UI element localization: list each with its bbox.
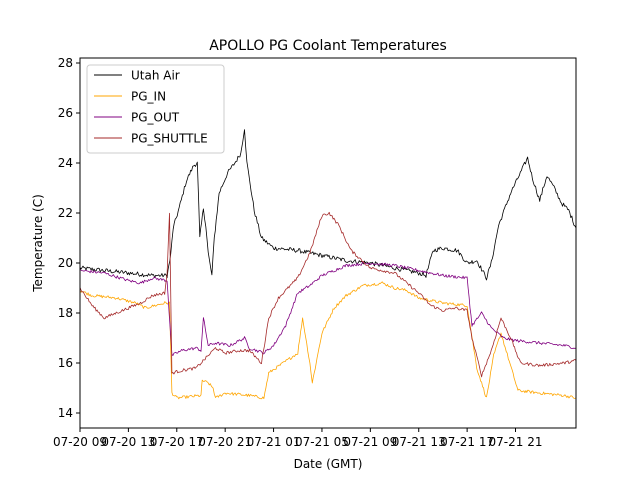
- y-tick-label: 18: [58, 306, 73, 320]
- y-axis: 14 16 18 20 22 24 26 28: [58, 56, 80, 420]
- chart-title: APOLLO PG Coolant Temperatures: [209, 38, 447, 54]
- series-line-1: [80, 281, 576, 400]
- legend-label: PG_SHUTTLE: [131, 132, 208, 146]
- x-tick-label: 07-20 09: [53, 435, 107, 449]
- x-tick-label: 07-20 17: [150, 435, 204, 449]
- legend-label: Utah Air: [131, 69, 180, 83]
- y-tick-label: 24: [58, 156, 73, 170]
- series-line-2: [80, 262, 576, 356]
- y-tick-label: 16: [58, 356, 73, 370]
- y-tick-label: 28: [58, 56, 73, 70]
- y-tick-label: 26: [58, 106, 73, 120]
- x-tick-label: 07-21 13: [392, 435, 446, 449]
- legend-label: PG_OUT: [131, 111, 180, 125]
- y-tick-label: 22: [58, 206, 73, 220]
- x-tick-label: 07-20 13: [101, 435, 155, 449]
- x-tick-label: 07-20 21: [198, 435, 252, 449]
- x-tick-label: 07-21 01: [247, 435, 301, 449]
- y-axis-title: Temperature (C): [31, 194, 45, 293]
- series-line-3: [80, 211, 576, 378]
- legend-box: [86, 64, 225, 154]
- x-tick-label: 07-21 21: [489, 435, 543, 449]
- x-axis-title: Date (GMT): [294, 457, 363, 471]
- x-tick-label: 07-21 17: [440, 435, 494, 449]
- plot-frame: [79, 57, 577, 429]
- y-tick-label: 20: [58, 256, 73, 270]
- x-tick-label: 07-21 05: [295, 435, 349, 449]
- series-line-0: [80, 129, 576, 281]
- x-tick-label: 07-21 09: [343, 435, 397, 449]
- legend: Utah Air PG_IN PG_OUT PG_SHUTTLE: [86, 64, 225, 154]
- legend-label: PG_IN: [131, 90, 166, 104]
- series-layer: [80, 129, 576, 400]
- y-tick-label: 14: [58, 406, 73, 420]
